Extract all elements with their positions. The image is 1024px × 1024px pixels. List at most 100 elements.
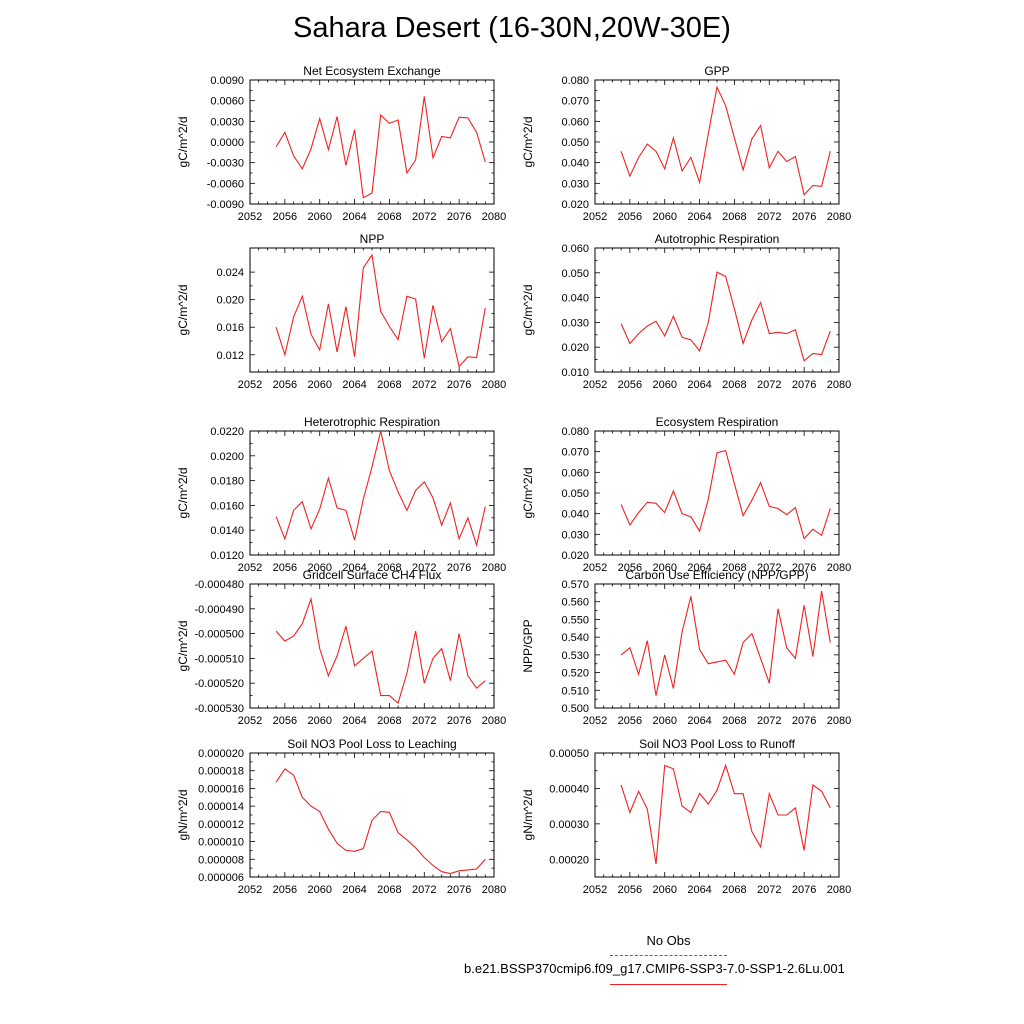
x-tick-label: 2060 [307,211,331,223]
chart-2: GPP gC/m^2/d 2052 2056 2060 2064 2068 2072 2076 2… [521,64,851,223]
y-tick-label: -0.000520 [194,678,244,690]
series-line [620,591,831,696]
y-tick-label: 0.012 [216,350,244,362]
x-tick-label: 2064 [687,379,711,391]
x-tick-label: 2056 [273,884,297,896]
plot-frame [249,79,495,205]
page-title: Sahara Desert (16-30N,20W-30E) [293,12,731,44]
y-tick-label: 0.500 [561,703,589,715]
y-tick-label: -0.000530 [194,703,244,715]
x-tick-label: 2072 [757,379,781,391]
series-line [620,763,831,864]
y-tick-label: 0.550 [561,614,589,626]
y-tick-label: 0.050 [561,137,589,149]
x-tick-label: 2076 [792,715,816,727]
x-tick-label: 2056 [618,884,642,896]
plot-frame [249,583,495,709]
x-tick-label: 2068 [722,562,746,574]
y-tick-label: 0.060 [561,116,589,128]
y-tick-label: 0.540 [561,632,589,644]
x-tick-label: 2064 [342,562,366,574]
x-tick-label: 2056 [273,562,297,574]
x-tick-label: 2052 [583,884,607,896]
x-tick-label: 2064 [342,379,366,391]
chart-title: GPP [704,64,729,78]
x-tick-label: 2060 [307,715,331,727]
y-tick-label: 0.050 [561,488,589,500]
y-tick-label: 0.020 [561,199,589,211]
x-tick-label: 2080 [827,379,851,391]
x-tick-label: 2056 [618,562,642,574]
y-axis-label: gN/m^2/d [521,790,535,841]
x-tick-label: 2076 [792,211,816,223]
y-tick-label: 0.010 [561,367,589,379]
x-tick-label: 2068 [722,211,746,223]
chart-title: Soil NO3 Pool Loss to Runoff [639,737,796,751]
x-tick-label: 2064 [342,884,366,896]
x-tick-label: 2068 [722,715,746,727]
series-line [275,253,486,368]
y-tick-label: 0.0180 [210,476,244,488]
y-tick-label: 0.00050 [549,748,589,760]
x-tick-label: 2064 [687,562,711,574]
x-tick-label: 2068 [377,211,401,223]
y-tick-label: 0.000012 [198,819,244,831]
chart-title: Net Ecosystem Exchange [303,64,441,78]
x-tick-label: 2052 [238,562,262,574]
y-tick-label: 0.0000 [210,137,244,149]
y-tick-label: 0.020 [561,550,589,562]
x-tick-label: 2068 [722,884,746,896]
series-line [275,768,486,875]
x-tick-label: 2080 [482,562,506,574]
chart-4: Autotrophic Respiration gC/m^2/d 2052 2056 2… [521,232,851,391]
y-tick-label: 0.530 [561,650,589,662]
chart-9: Soil NO3 Pool Loss to Leaching gN/m^2/d 20… [176,737,506,896]
y-tick-label: 0.000018 [198,766,244,778]
y-axis-label: gC/m^2/d [176,285,190,336]
x-tick-label: 2052 [238,715,262,727]
y-tick-label: 0.060 [561,243,589,255]
x-tick-label: 2080 [482,884,506,896]
y-tick-label: 0.0220 [210,426,244,438]
y-tick-label: 0.000006 [198,872,244,884]
y-tick-label: 0.070 [561,447,589,459]
x-tick-label: 2072 [412,562,436,574]
x-tick-label: 2080 [827,715,851,727]
y-tick-label: 0.560 [561,597,589,609]
y-axis-label: gC/m^2/d [521,117,535,168]
chart-5: Heterotrophic Respiration gC/m^2/d 2052 205… [176,415,506,574]
chart-1: Net Ecosystem Exchange gC/m^2/d 2052 2056 20… [176,64,506,223]
series-line [275,96,486,199]
x-tick-label: 2064 [687,211,711,223]
x-tick-label: 2076 [792,379,816,391]
x-tick-label: 2056 [273,379,297,391]
y-tick-label: 0.080 [561,75,589,87]
x-tick-label: 2072 [757,715,781,727]
plot-frame [594,430,840,556]
x-tick-label: 2080 [482,715,506,727]
y-tick-label: 0.0140 [210,525,244,537]
x-tick-label: 2076 [447,379,471,391]
x-tick-label: 2076 [447,211,471,223]
x-tick-label: 2060 [652,715,676,727]
x-tick-label: 2056 [273,211,297,223]
y-tick-label: 0.510 [561,685,589,697]
chart-8: Carbon Use Efficiency (NPP/GPP) NPP/GPP 20… [521,568,851,727]
x-tick-label: 2060 [652,211,676,223]
y-tick-label: 0.000016 [198,783,244,795]
x-tick-label: 2064 [687,715,711,727]
x-tick-label: 2052 [583,715,607,727]
x-tick-label: 2052 [583,379,607,391]
x-tick-label: 2060 [652,562,676,574]
plot-frame [249,752,495,878]
chart-title: NPP [360,232,385,246]
y-tick-label: 0.0120 [210,550,244,562]
y-tick-label: 0.050 [561,268,589,280]
plot-frame [594,752,840,878]
chart-6: Ecosystem Respiration gC/m^2/d 2052 2056 206… [521,415,851,574]
x-tick-label: 2052 [238,379,262,391]
series-line [275,596,486,704]
y-tick-label: -0.0060 [207,178,244,190]
chart-3: NPP gC/m^2/d 2052 2056 2060 2064 2068 2072 2076 2… [176,232,506,391]
